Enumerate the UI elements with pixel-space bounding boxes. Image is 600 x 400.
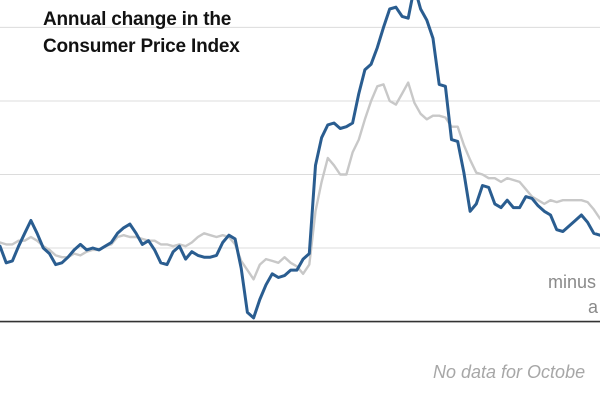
chart-title-line-2: Consumer Price Index [43,36,240,57]
series-lines [0,0,600,320]
chart-title-line-1: Annual change in the [43,9,232,30]
gridlines [0,26,600,323]
headline-series-line [0,0,600,320]
annotation-line-2: a [588,297,599,317]
no-data-footnote: No data for Octobe [433,362,586,382]
annotation-line-1: minus [548,272,597,292]
